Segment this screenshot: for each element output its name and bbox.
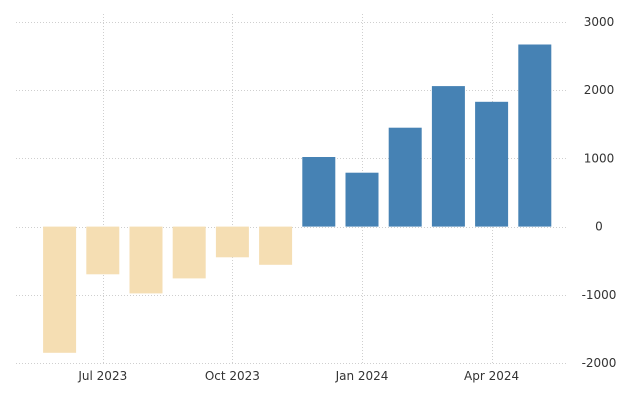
bar-may-2024[interactable]	[518, 44, 552, 227]
y-tick-label: 0	[595, 220, 603, 234]
x-tick-label: Oct 2023	[205, 369, 260, 383]
bar-jun-2023[interactable]	[43, 226, 77, 353]
bar-apr-2024[interactable]	[475, 101, 509, 227]
bars	[43, 44, 552, 353]
bar-jul-2023[interactable]	[86, 226, 120, 275]
x-tick-label: Jan 2024	[335, 369, 389, 383]
y-axis-ticks: 3000 2000 1000 0 -1000 -2000	[582, 15, 617, 370]
bar-nov-2023[interactable]	[259, 226, 293, 265]
bar-jan-2024[interactable]	[345, 172, 379, 227]
bar-dec-2023[interactable]	[302, 157, 336, 227]
x-axis-ticks: Jul 2023 Oct 2023 Jan 2024 Apr 2024	[77, 369, 519, 383]
x-tick-label: Apr 2024	[464, 369, 519, 383]
bar-sep-2023[interactable]	[172, 226, 206, 279]
bar-mar-2024[interactable]	[431, 86, 465, 227]
y-tick-label: -2000	[582, 356, 617, 370]
bar-aug-2023[interactable]	[129, 226, 163, 294]
y-tick-label: 2000	[584, 83, 615, 97]
y-tick-label: 1000	[584, 151, 615, 165]
y-tick-label: -1000	[582, 288, 617, 302]
y-tick-label: 3000	[584, 15, 615, 29]
bar-oct-2023[interactable]	[215, 226, 249, 258]
x-tick-label: Jul 2023	[77, 369, 127, 383]
bar-feb-2024[interactable]	[388, 127, 422, 227]
